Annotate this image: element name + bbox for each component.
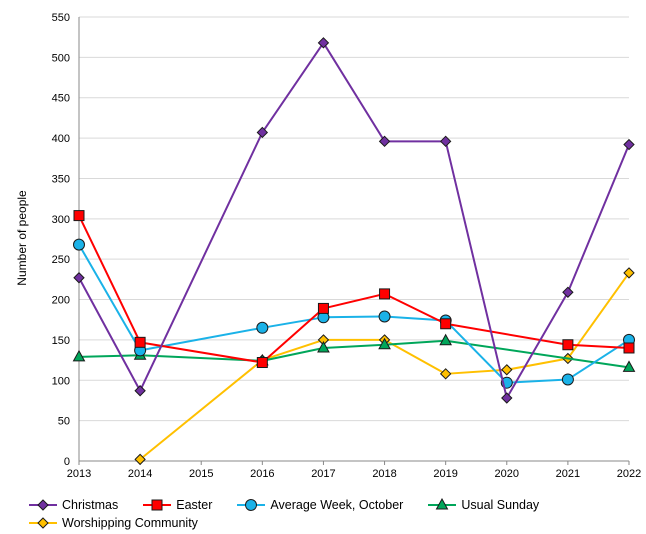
data-point-easter <box>317 302 329 314</box>
legend-marker-christmas <box>29 499 57 511</box>
y-tick-label: 200 <box>52 295 70 307</box>
gridlines <box>79 16 629 462</box>
x-tick-label: 2014 <box>128 468 152 480</box>
data-point-easter <box>134 336 146 348</box>
series-lines <box>72 37 636 466</box>
axes <box>78 17 630 465</box>
data-point-christmas <box>134 385 146 397</box>
data-point-easter <box>562 339 574 351</box>
data-point-worshipping-community <box>134 453 146 466</box>
data-point-christmas <box>256 126 269 139</box>
series-average-week-october <box>73 238 635 389</box>
legend-symbol <box>245 499 258 511</box>
legend-item-worshipping-community: Worshipping Community <box>28 516 198 530</box>
y-axis-title: Number of people <box>15 190 29 286</box>
legend-symbol <box>151 499 163 511</box>
y-tick-label: 300 <box>52 214 70 226</box>
data-point-christmas <box>378 135 391 148</box>
data-point-worshipping-community <box>501 364 513 376</box>
series-worshipping-community <box>134 267 635 466</box>
data-point-average-week-october <box>256 321 269 334</box>
y-tick-label: 500 <box>52 52 70 64</box>
series-line-worshipping-community <box>139 272 630 461</box>
legend-marker-worshipping-community <box>29 517 57 529</box>
data-point-easter <box>256 357 268 369</box>
legend-symbol <box>436 498 449 510</box>
legend: Christmas Easter Average Week, October U… <box>28 496 638 532</box>
series-easter <box>73 210 635 369</box>
legend-label-easter: Easter <box>176 498 213 512</box>
data-point-christmas <box>73 272 85 284</box>
y-tick-label: 550 <box>52 12 70 24</box>
x-tick-labels: 2013 2014 2015 2016 2017 2018 2019 2020 2021 2022 <box>67 468 641 480</box>
y-tick-label: 100 <box>52 375 70 387</box>
legend-row-2: Worshipping Community <box>28 514 638 532</box>
data-point-easter <box>440 318 452 330</box>
legend-item-usual-sunday: Usual Sunday <box>427 498 539 512</box>
data-point-christmas <box>501 392 513 404</box>
x-tick-label: 2021 <box>556 468 580 480</box>
x-tick-label: 2017 <box>311 468 335 480</box>
data-point-christmas <box>317 37 330 49</box>
data-point-usual-sunday <box>439 333 453 346</box>
legend-item-easter: Easter <box>142 498 212 512</box>
legend-marker-average-week-october <box>237 499 266 511</box>
data-point-christmas <box>439 135 452 148</box>
data-point-average-week-october <box>561 373 574 386</box>
x-tick-label: 2020 <box>495 468 519 480</box>
y-tick-label: 150 <box>52 335 70 347</box>
series-christmas <box>73 37 635 404</box>
x-tick-label: 2016 <box>250 468 274 480</box>
data-point-usual-sunday <box>317 340 330 353</box>
legend-row-1: Christmas Easter Average Week, October U… <box>28 496 638 514</box>
data-point-christmas <box>623 138 635 151</box>
data-point-average-week-october <box>378 310 391 323</box>
data-point-easter <box>73 210 85 222</box>
data-point-easter <box>623 342 635 354</box>
legend-marker-easter <box>143 499 172 511</box>
y-tick-label: 250 <box>52 254 70 266</box>
legend-marker-usual-sunday <box>428 498 457 510</box>
legend-item-christmas: Christmas <box>28 498 118 512</box>
data-point-christmas <box>562 286 574 298</box>
y-tick-label: 400 <box>52 133 70 145</box>
x-tick-label: 2013 <box>67 468 91 480</box>
x-tick-label: 2022 <box>617 468 641 480</box>
legend-symbol <box>37 517 49 529</box>
y-tick-label: 50 <box>58 416 70 428</box>
data-point-usual-sunday <box>378 337 391 350</box>
legend-item-average-week-october: Average Week, October <box>236 498 403 512</box>
legend-label-worshipping-community: Worshipping Community <box>62 516 198 530</box>
legend-label-average-week-october: Average Week, October <box>270 498 404 512</box>
y-tick-label: 0 <box>64 456 70 468</box>
x-tick-label: 2015 <box>189 468 213 480</box>
y-tick-labels: 0 50 100 150 200 250 300 350 400 450 500 550 <box>52 12 70 468</box>
y-tick-label: 350 <box>52 173 70 185</box>
data-point-worshipping-community <box>439 368 452 380</box>
legend-symbol <box>37 499 49 511</box>
series-line-christmas <box>78 41 630 400</box>
data-point-easter <box>379 288 391 300</box>
data-point-usual-sunday <box>622 360 636 372</box>
y-tick-label: 450 <box>52 93 70 105</box>
data-point-worshipping-community <box>623 267 635 279</box>
legend-label-christmas: Christmas <box>62 498 119 512</box>
x-tick-label: 2019 <box>433 468 457 480</box>
x-tick-label: 2018 <box>372 468 396 480</box>
legend-label-usual-sunday: Usual Sunday <box>461 498 540 512</box>
data-point-average-week-october <box>73 238 85 251</box>
data-point-usual-sunday <box>72 349 86 362</box>
